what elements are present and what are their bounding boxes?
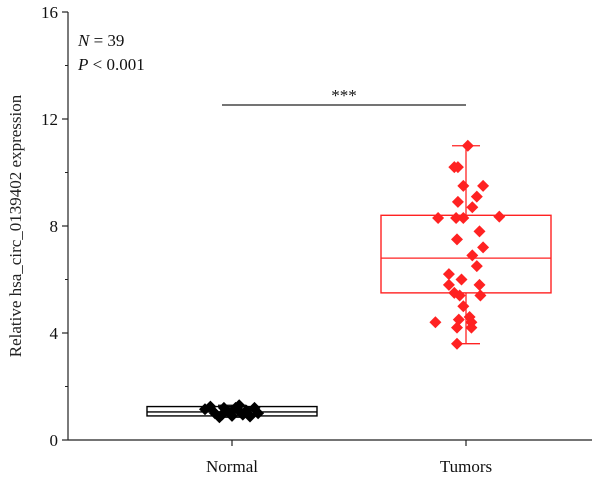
plot-area: 0 4 8 12 16 Normal Tumors *** [41,3,592,476]
x-tick-label: Normal [206,457,258,476]
tumors-data-point [451,233,463,246]
n-label: N [77,31,91,50]
tumors-data-point [429,316,442,329]
p-label: P [77,55,88,74]
tumors-data-point [442,278,455,291]
tumors-data-point [477,241,490,254]
y-tick-label: 8 [50,217,59,236]
y-tick-label: 0 [50,431,59,450]
tumors-data-point [450,211,463,224]
tumors-data-point [466,249,479,262]
tumors-data-point [451,321,463,334]
y-axis-title: Relative hsa_circ_0139402 expression [6,94,25,357]
tumors-data-point [453,289,466,302]
tumors-data-point [473,225,486,238]
tumors-data-point [432,211,445,224]
data-points [199,139,506,424]
tumors-data-point [461,139,474,152]
tumors-data-point [457,211,470,224]
y-tick-label: 4 [50,324,59,343]
tumors-data-point [493,210,506,223]
tumors-data-point [477,179,490,192]
y-axis-ticks: 0 4 8 12 16 [41,3,68,450]
tumors-data-point [466,201,479,214]
p-annotation: P < 0.001 [77,55,145,74]
normal-data-point [234,405,247,418]
significance-bracket: *** [222,86,466,106]
tumors-data-point [451,161,464,174]
x-axis-ticks: Normal Tumors [206,440,492,476]
tumors-data-point [455,273,468,286]
tumors-data-point [470,260,483,273]
tumors-data-point [473,278,486,291]
y-tick-label: 12 [41,110,58,129]
significance-label: *** [331,86,357,105]
n-annotation: N = 39 [77,31,124,50]
box-group [146,145,552,418]
x-tick-label: Tumors [440,457,492,476]
y-tick-label: 16 [41,3,58,22]
n-value: = 39 [89,31,124,50]
tumors-data-point [457,179,470,192]
tumors-data-point [457,300,470,313]
tumors-data-point [442,268,455,281]
normal-data-point [252,407,265,420]
tumors-data-point [470,190,483,203]
tumors-data-point [465,321,478,334]
tumors-box [380,214,552,294]
tumors-data-point [452,313,465,326]
p-value: < 0.001 [88,55,144,74]
tumors-data-point [451,195,464,208]
normal-data-point [216,408,229,421]
tumors-data-point [474,289,487,302]
tumors-data-point [451,337,463,350]
